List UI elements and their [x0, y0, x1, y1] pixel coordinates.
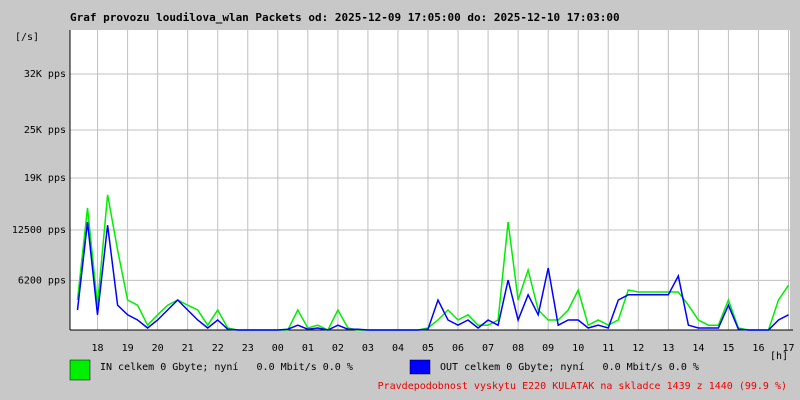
- x-axis-label: [h]: [770, 351, 788, 362]
- legend-swatch: [409, 359, 431, 375]
- x-tick-label: 05: [422, 343, 434, 354]
- legend-swatch: [69, 359, 91, 381]
- x-tick-label: 17: [782, 343, 794, 354]
- series-line: [76, 221, 789, 331]
- x-tick-label: 21: [182, 343, 194, 354]
- x-tick-label: 14: [692, 343, 704, 354]
- x-tick-label: 16: [752, 343, 764, 354]
- footer: Pravdepodobnost vyskytu E220 KULATAK na …: [378, 381, 787, 392]
- x-tick-label: 00: [272, 343, 284, 354]
- y-tick-label: 6200 pps: [18, 275, 66, 286]
- x-tick-label: 22: [212, 343, 224, 354]
- plot-area: [70, 30, 790, 330]
- x-tick-label: 09: [542, 343, 554, 354]
- x-tick-label: 23: [242, 343, 254, 354]
- y-tick-label: 25K pps: [24, 125, 66, 136]
- x-tick-label: 20: [152, 343, 164, 354]
- x-tick-label: 07: [482, 343, 494, 354]
- x-tick-label: 01: [302, 343, 314, 354]
- y-axis-label: [/s]: [15, 32, 39, 43]
- x-tick-label: 19: [122, 343, 134, 354]
- y-tick-label: 19K pps: [24, 173, 66, 184]
- x-tick-label: 11: [602, 343, 614, 354]
- y-tick-label: 12500 pps: [12, 225, 66, 236]
- legend-label: IN celkem 0 Gbyte; nyní 0.0 Mbit/s 0.0 %: [100, 361, 353, 373]
- x-tick-label: 10: [572, 343, 584, 354]
- x-tick-label: 15: [722, 343, 734, 354]
- x-tick-label: 13: [662, 343, 674, 354]
- x-tick-label: 08: [512, 343, 524, 354]
- x-tick-label: 06: [452, 343, 464, 354]
- chart-title: Graf provozu loudilova_wlan Packets od: …: [70, 11, 620, 24]
- x-tick-label: 03: [362, 343, 374, 354]
- x-tick-label: 12: [632, 343, 644, 354]
- x-tick-label: 04: [392, 343, 404, 354]
- x-tick-label: 02: [332, 343, 344, 354]
- y-tick-label: 32K pps: [24, 69, 66, 80]
- x-tick-label: 18: [92, 343, 104, 354]
- legend-label: OUT celkem 0 Gbyte; nyní 0.0 Mbit/s 0.0 …: [440, 361, 699, 373]
